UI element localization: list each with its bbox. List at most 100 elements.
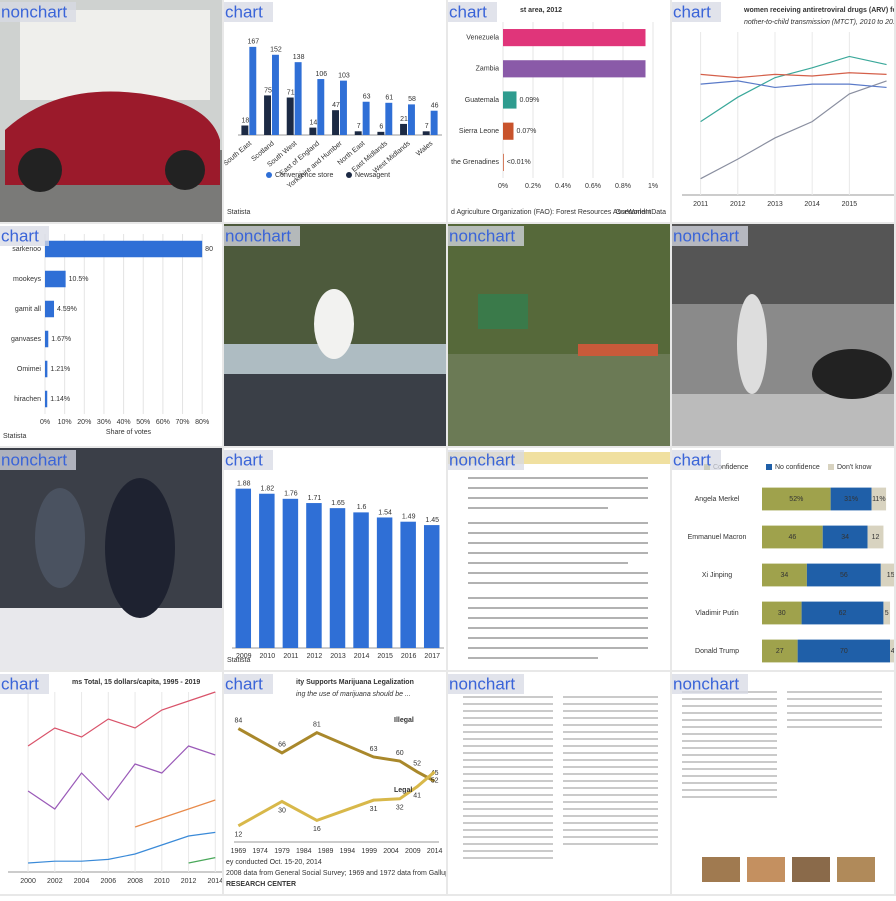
data-label: 12 bbox=[234, 832, 242, 839]
x-tick-label: 60% bbox=[156, 419, 170, 426]
bar bbox=[259, 493, 275, 648]
bar bbox=[822, 525, 868, 549]
photo: nonchart bbox=[0, 448, 222, 670]
tile-background bbox=[672, 0, 894, 222]
tile-label: chart bbox=[673, 450, 711, 469]
data-label: 81 bbox=[313, 721, 321, 728]
x-tick-label: 1974 bbox=[252, 848, 268, 855]
x-tick-label: 2014 bbox=[804, 201, 820, 208]
line bbox=[134, 799, 216, 828]
line bbox=[700, 80, 887, 89]
bar bbox=[45, 270, 66, 288]
x-tick-label: 0.8% bbox=[615, 183, 631, 190]
tile-background bbox=[0, 224, 222, 446]
bar bbox=[340, 80, 347, 135]
label-background bbox=[224, 674, 273, 694]
legend-marker bbox=[766, 464, 772, 470]
x-tick-label: 2013 bbox=[330, 653, 346, 660]
data-label: 0.09% bbox=[520, 97, 540, 104]
photo: nonchart bbox=[224, 224, 446, 446]
line bbox=[700, 55, 887, 123]
x-tick-label: 40% bbox=[117, 419, 131, 426]
data-label: 34 bbox=[781, 572, 789, 579]
note: d Agriculture Organization (FAO): Forest… bbox=[451, 209, 651, 216]
line bbox=[27, 745, 216, 810]
x-tick-label: 2006 bbox=[101, 878, 117, 885]
tile-label: chart bbox=[225, 2, 263, 21]
data-label: 103 bbox=[338, 72, 350, 79]
data-label: 1.6 bbox=[357, 504, 367, 511]
line bbox=[237, 727, 436, 783]
label-background bbox=[672, 226, 748, 246]
photo: nonchart bbox=[448, 224, 670, 446]
bar bbox=[329, 508, 346, 648]
photo: nonchart bbox=[0, 0, 222, 222]
x-tick-label: 20% bbox=[77, 419, 91, 426]
data-label: 52 bbox=[413, 761, 421, 768]
label-background bbox=[672, 2, 721, 22]
x-tick-label: 2016 bbox=[401, 653, 417, 660]
bar bbox=[354, 131, 362, 135]
tile-label: nonchart bbox=[449, 674, 515, 693]
line bbox=[27, 691, 216, 747]
x-tick-label: 2012 bbox=[730, 201, 746, 208]
bar bbox=[400, 521, 416, 648]
legend-label: Confidence bbox=[713, 464, 749, 471]
line bbox=[700, 80, 887, 180]
data-label: 46 bbox=[431, 103, 439, 110]
series-label: Legal bbox=[394, 787, 412, 794]
data-label: 1.67% bbox=[51, 336, 71, 343]
x-tick-label: 1999 bbox=[361, 848, 377, 855]
x-tick-label: 2011 bbox=[693, 201, 708, 208]
x-tick-label: 1989 bbox=[318, 848, 334, 855]
chart-subtitle: nother-to-child transmission (MTCT), 201… bbox=[744, 19, 896, 26]
chart-title: st area, 2012 bbox=[520, 7, 562, 14]
category-label: Donald Trump bbox=[695, 648, 739, 655]
data-label: 4.59% bbox=[57, 306, 77, 313]
note: Statista bbox=[227, 209, 250, 216]
category-label: gamit all bbox=[15, 306, 42, 313]
data-label: 71 bbox=[287, 89, 295, 96]
data-label: 6 bbox=[379, 124, 383, 131]
bar bbox=[762, 639, 798, 663]
x-tick-label: 2015 bbox=[842, 201, 858, 208]
tile-label: nonchart bbox=[673, 226, 739, 245]
label-background bbox=[448, 674, 524, 694]
label-background bbox=[0, 226, 49, 246]
bar bbox=[400, 123, 407, 135]
bar bbox=[45, 390, 48, 408]
x-axis-label: Share of votes bbox=[106, 429, 152, 436]
x-tick-label: 0% bbox=[40, 419, 50, 426]
bar bbox=[249, 46, 257, 135]
data-label: 75 bbox=[264, 87, 272, 94]
photo: nonchart bbox=[672, 224, 894, 446]
bar bbox=[762, 601, 802, 625]
data-label: 21 bbox=[400, 116, 408, 123]
data-label: 62 bbox=[839, 610, 847, 617]
bar bbox=[272, 54, 279, 135]
document: nonchart bbox=[448, 672, 670, 894]
label-background bbox=[0, 2, 76, 22]
label-background bbox=[0, 674, 49, 694]
category-label: Zambia bbox=[476, 66, 499, 73]
bar bbox=[762, 563, 807, 587]
tile: ms Total, 15 dollars/capita, 1995 - 2019… bbox=[0, 672, 222, 894]
tile-label: nonchart bbox=[225, 226, 291, 245]
data-label: 5 bbox=[885, 610, 889, 617]
bar bbox=[830, 487, 872, 511]
legend-label: Convenience store bbox=[275, 172, 333, 179]
x-tick-label: 80% bbox=[195, 419, 209, 426]
tile-label: chart bbox=[225, 450, 263, 469]
x-tick-label: 2017 bbox=[424, 653, 440, 660]
data-label: 66 bbox=[278, 742, 286, 749]
bar bbox=[503, 153, 504, 171]
x-tick-label: 0.4% bbox=[555, 183, 571, 190]
bar bbox=[801, 601, 884, 625]
legend-marker bbox=[266, 172, 272, 178]
bar bbox=[871, 487, 887, 511]
bar bbox=[762, 525, 823, 549]
data-label: 15 bbox=[887, 572, 895, 579]
tile-label: chart bbox=[1, 674, 39, 693]
data-label: 80 bbox=[205, 246, 213, 253]
data-label: 1.88 bbox=[237, 480, 251, 487]
